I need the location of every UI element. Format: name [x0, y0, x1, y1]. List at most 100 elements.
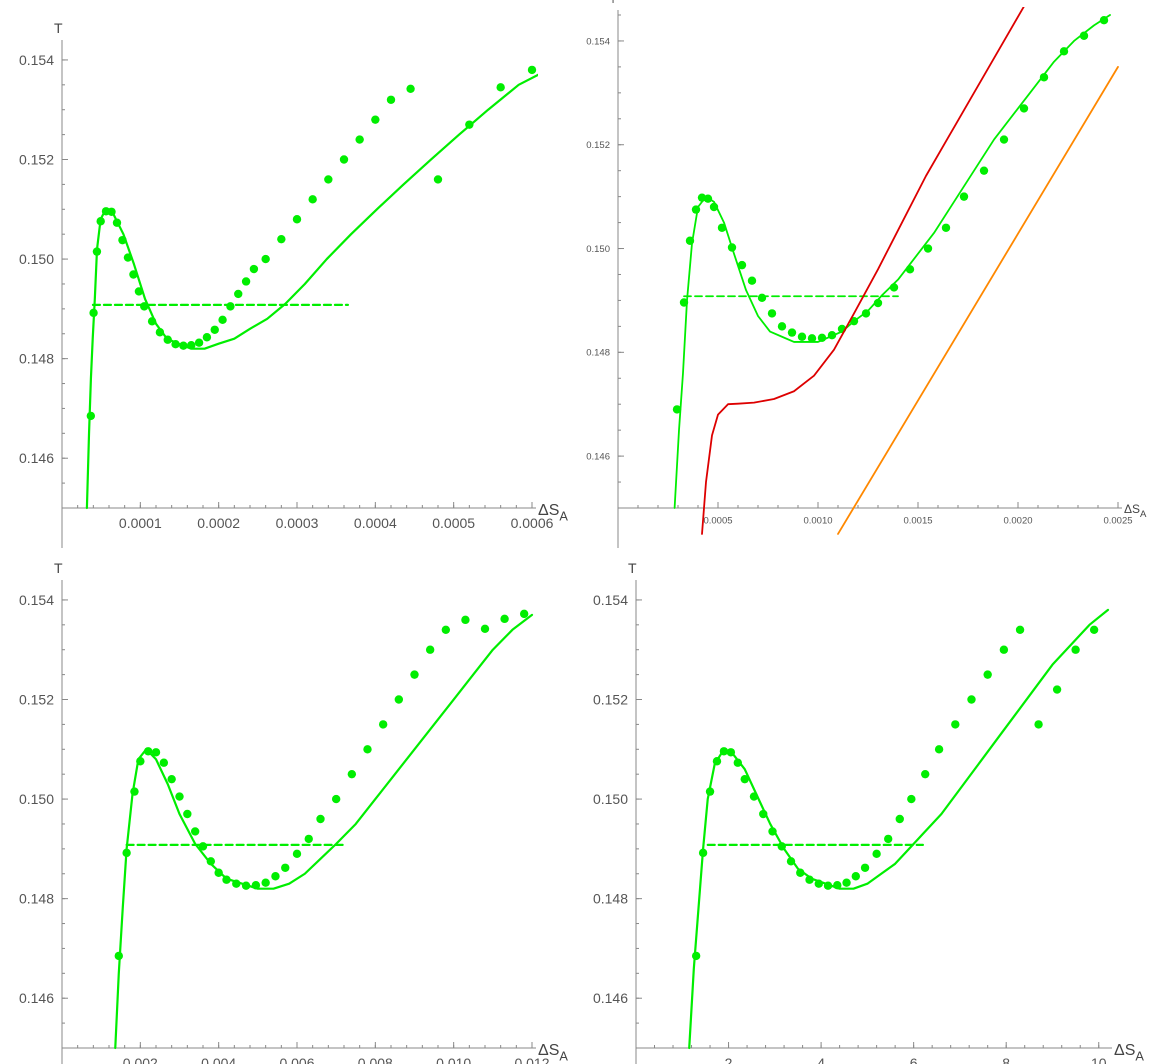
line-series: [837, 65, 1119, 535]
x-tick-label: 10: [1091, 1055, 1107, 1064]
y-tick-label: 0.146: [586, 451, 610, 462]
data-point: [461, 615, 470, 625]
series-group: [114, 609, 534, 1050]
data-point: [872, 849, 881, 859]
data-point: [979, 166, 989, 175]
y-tick-label: 0.148: [586, 348, 610, 359]
y-tick-label: 0.154: [19, 52, 54, 68]
data-point: [851, 872, 861, 881]
data-point: [999, 645, 1009, 654]
data-point: [999, 135, 1009, 144]
data-point: [907, 794, 916, 804]
data-point: [889, 283, 899, 292]
series-group: [672, 7, 1119, 535]
data-point: [222, 875, 231, 884]
data-point: [833, 881, 842, 890]
data-point: [1079, 31, 1089, 40]
data-point: [787, 328, 797, 337]
data-point: [226, 302, 235, 311]
data-point: [705, 787, 715, 796]
y-tick-label: 0.152: [19, 691, 54, 707]
data-point: [1039, 73, 1049, 82]
data-point: [480, 624, 490, 634]
data-point: [823, 881, 833, 890]
x-tick-label: 2: [725, 1055, 733, 1064]
data-point: [433, 175, 443, 184]
y-tick-label: 0.146: [19, 990, 54, 1006]
x-tick-label: 0.012: [514, 1055, 549, 1064]
data-point: [967, 695, 976, 704]
data-point: [114, 951, 123, 961]
x-tick-label: 0.0004: [354, 515, 397, 531]
data-point: [183, 809, 192, 819]
data-point: [129, 270, 138, 279]
chart-panel-top-left: 0.146 0.148 0.150 0.152 0.154 0.0001 0.0002 0.0…: [19, 20, 568, 548]
data-point: [817, 333, 827, 342]
data-point: [757, 293, 767, 303]
data-point: [241, 277, 251, 286]
x-tick-label: 0.0025: [1103, 516, 1132, 527]
x-axis-title: ΔSA: [538, 502, 568, 524]
y-tick-label: 0.152: [19, 151, 54, 167]
data-point: [777, 322, 787, 331]
x-tick-label: 0.0005: [432, 515, 475, 531]
data-point: [709, 202, 719, 212]
data-point: [251, 881, 261, 890]
data-point: [134, 287, 144, 296]
y-tick-label: 0.150: [19, 791, 54, 807]
x-tick-label: 0.0005: [703, 516, 732, 527]
y-tick-label: 0.152: [586, 140, 610, 151]
data-point: [827, 330, 837, 340]
data-point: [198, 842, 208, 851]
data-point: [797, 332, 807, 341]
series-group: [688, 608, 1110, 1050]
data-point: [679, 298, 689, 307]
data-point: [304, 834, 313, 844]
y-tick-label: 0.150: [586, 244, 610, 255]
data-point: [292, 215, 302, 224]
data-point: [959, 192, 969, 201]
x-tick-label: 0.0002: [197, 515, 240, 531]
data-point: [740, 774, 749, 784]
x-tick-label: 0.0020: [1003, 516, 1032, 527]
data-point: [883, 834, 893, 844]
data-point: [140, 302, 149, 311]
x-tick-label: 0.006: [279, 1055, 314, 1064]
data-point: [271, 872, 280, 881]
data-point: [733, 758, 743, 767]
data-point: [202, 333, 212, 342]
data-point: [860, 863, 870, 872]
data-point: [107, 207, 116, 216]
data-point: [96, 217, 105, 226]
data-point: [130, 787, 139, 796]
data-point: [691, 951, 701, 961]
line-series: [85, 73, 538, 510]
y-tick-label: 0.154: [586, 36, 610, 47]
data-point: [1071, 645, 1080, 654]
x-tick-label: 0.008: [358, 1055, 393, 1064]
data-point: [261, 878, 270, 887]
y-axis-title: T: [54, 560, 63, 576]
data-point: [983, 670, 992, 679]
chart-panel-bottom-left: 0.146 0.148 0.150 0.152 0.154 0.002 0.004 0.006…: [19, 560, 568, 1064]
data-point: [406, 84, 415, 94]
data-point: [719, 747, 729, 756]
series-group: [85, 65, 538, 510]
data-point: [737, 260, 747, 270]
line-series: [114, 613, 534, 1050]
data-point: [190, 827, 200, 836]
data-point: [814, 879, 823, 888]
data-point: [410, 670, 419, 679]
data-point: [691, 205, 701, 214]
data-point: [214, 868, 223, 877]
line-series: [701, 7, 1025, 535]
x-tick-label: 6: [910, 1055, 918, 1064]
chart-panel-top-right: 0.146 0.148 0.150 0.152 0.154 0.0005 0.0010 0.0…: [586, 0, 1147, 548]
data-point: [759, 809, 768, 819]
data-point: [941, 223, 951, 232]
data-point: [277, 234, 286, 244]
data-point: [331, 794, 341, 804]
data-point: [281, 863, 290, 872]
data-point: [92, 247, 102, 256]
